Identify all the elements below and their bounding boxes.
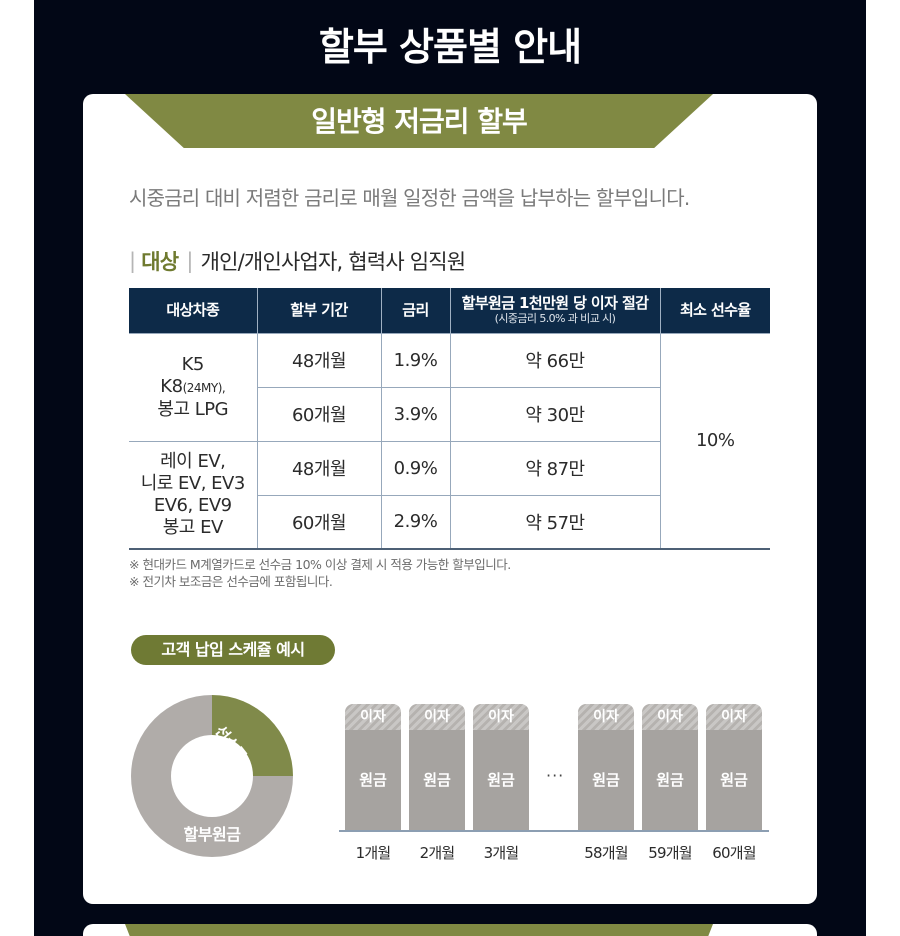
bar-month-58: 이자 원금 — [578, 704, 634, 830]
bar-principal: 원금 — [578, 730, 634, 830]
bar-interest: 이자 — [473, 704, 529, 730]
saving-cell: 약 30만 — [449, 386, 660, 442]
schedule-pill-label: 고객 납입 스케쥴 예시 — [131, 635, 335, 665]
target-eligibility: | 대상 | 개인/개인사업자, 협력사 임직원 — [129, 246, 466, 276]
bar-interest: 이자 — [578, 704, 634, 730]
product-card-general-low-rate: 일반형 저금리 할부 시중금리 대비 저렴한 금리로 매월 일정한 금액을 납부… — [83, 94, 817, 904]
divider-bar: | — [186, 249, 193, 273]
bar-month-3: 이자 원금 — [473, 704, 529, 830]
bar-interest: 이자 — [345, 704, 401, 730]
rate-cell: 3.9% — [380, 386, 451, 442]
footnote: ※ 전기차 보조금은 선수금에 포함됩니다. — [129, 574, 333, 589]
bar-month-59: 이자 원금 — [642, 704, 698, 830]
month-label: 1개월 — [355, 844, 392, 862]
bar-principal: 원금 — [473, 730, 529, 830]
header-period: 할부 기간 — [257, 288, 382, 333]
rate-cell: 1.9% — [380, 332, 451, 388]
period-cell: 48개월 — [256, 440, 382, 496]
month-label: 59개월 — [648, 844, 692, 862]
bar-month-1: 이자 원금 — [345, 704, 401, 830]
header-rate: 금리 — [381, 288, 451, 333]
saving-cell: 약 57만 — [449, 494, 660, 550]
month-label: 60개월 — [712, 844, 756, 862]
month-label: 3개월 — [483, 844, 520, 862]
bars-baseline — [339, 830, 769, 832]
vehicle-cell: K5 K8(24MY), 봉고 LPG — [129, 332, 258, 442]
header-min-down-payment: 최소 선수율 — [660, 288, 770, 333]
donut-label-principal: 할부원금 — [183, 825, 241, 844]
header-interest-saving: 할부원금 1천만원 당 이자 절감 (시중금리 5.0% 과 비교 시) — [450, 288, 661, 333]
month-label: 2개월 — [419, 844, 456, 862]
month-label: 58개월 — [584, 844, 628, 862]
saving-cell: 약 66만 — [449, 332, 661, 388]
page-frame: 할부 상품별 안내 일반형 저금리 할부 시중금리 대비 저렴한 금리로 매월 … — [34, 0, 866, 936]
rates-table: 대상차종 할부 기간 금리 할부원금 1천만원 당 이자 절감 (시중금리 5.… — [129, 288, 770, 550]
target-value: 개인/개인사업자, 협력사 임직원 — [200, 250, 466, 274]
ellipsis: ··· — [546, 766, 565, 785]
rate-cell: 0.9% — [380, 440, 451, 496]
bar-principal: 원금 — [706, 730, 762, 830]
product-description: 시중금리 대비 저렴한 금리로 매월 일정한 금액을 납부하는 할부입니다. — [129, 186, 690, 210]
bar-interest: 이자 — [642, 704, 698, 730]
min-down-payment-cell: 10% — [659, 332, 770, 550]
period-cell: 48개월 — [256, 332, 382, 388]
table-row: 60개월 3.9% 약 30만 — [129, 386, 770, 442]
card-banner-title: 일반형 저금리 할부 — [311, 105, 528, 138]
table-header-row: 대상차종 할부 기간 금리 할부원금 1천만원 당 이자 절감 (시중금리 5.… — [129, 288, 770, 333]
footnote: ※ 현대카드 M계열카드로 선수금 10% 이상 결제 시 적용 가능한 할부입… — [129, 557, 511, 572]
next-product-card — [83, 924, 817, 936]
saving-cell: 약 87만 — [449, 440, 660, 496]
table-row: 60개월 2.9% 약 57만 — [129, 494, 770, 550]
period-cell: 60개월 — [257, 386, 382, 442]
bar-month-2: 이자 원금 — [409, 704, 465, 830]
header-interest-saving-sub: (시중금리 5.0% 과 비교 시) — [494, 312, 616, 326]
header-vehicle: 대상차종 — [129, 288, 258, 333]
donut-hole — [171, 735, 253, 817]
bar-principal: 원금 — [642, 730, 698, 830]
bar-interest: 이자 — [409, 704, 465, 730]
table-row: 레이 EV, 니로 EV, EV3 EV6, EV9 봉고 EV 48개월 0.… — [129, 440, 770, 550]
period-cell: 60개월 — [257, 494, 382, 550]
footnotes: ※ 현대카드 M계열카드로 선수금 10% 이상 결제 시 적용 가능한 할부입… — [129, 556, 511, 590]
card-banner: 일반형 저금리 할부 — [125, 94, 713, 148]
page-title: 할부 상품별 안내 — [318, 25, 582, 69]
bar-principal: 원금 — [409, 730, 465, 830]
vehicle-cell: 레이 EV, 니로 EV, EV3 EV6, EV9 봉고 EV — [129, 440, 258, 550]
divider-bar: | — [129, 249, 136, 273]
table-row: K5 K8(24MY), 봉고 LPG 48개월 1.9% 약 66만 10% — [129, 332, 770, 550]
bar-interest: 이자 — [706, 704, 762, 730]
down-payment-donut-chart: 선수금 할부원금 — [131, 695, 293, 857]
bar-principal: 원금 — [345, 730, 401, 830]
bar-month-60: 이자 원금 — [706, 704, 762, 830]
rate-cell: 2.9% — [380, 494, 451, 550]
target-label: 대상 — [141, 250, 179, 274]
next-card-banner — [125, 924, 713, 936]
payment-schedule-bars: 이자 원금 이자 원금 이자 원금 ··· 이자 원금 이자 원금 이자 — [339, 704, 773, 864]
